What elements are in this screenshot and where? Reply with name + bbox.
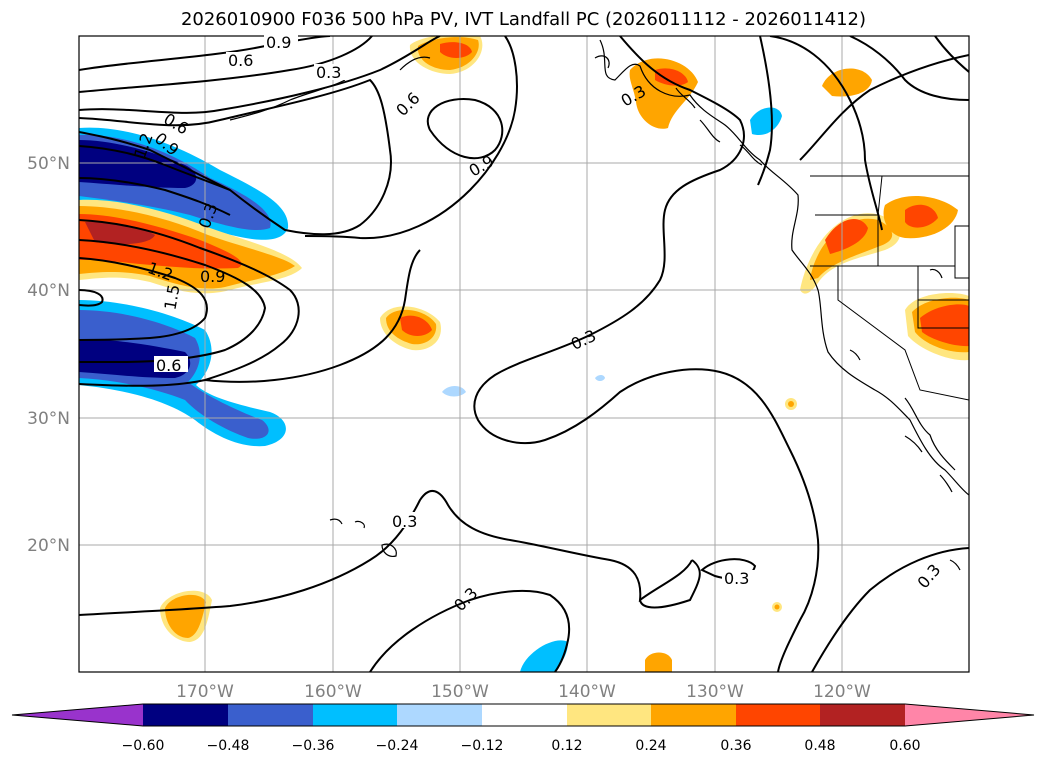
- map-background: [79, 36, 969, 672]
- colorbar: [11, 703, 1035, 727]
- colorbar-bin: [482, 704, 567, 726]
- colorbar-under-arrow: [12, 704, 143, 726]
- lon-label: 130°W: [686, 682, 744, 702]
- colorbar-bin: [567, 704, 651, 726]
- colorbar-tick: −0.60: [122, 738, 165, 754]
- pv-contours: [79, 36, 969, 672]
- colorbar-tick: −0.48: [207, 738, 250, 754]
- contour-label: 0.6: [156, 356, 181, 375]
- contour-label: 0.3: [724, 569, 749, 588]
- colorbar-over-arrow: [905, 704, 1034, 726]
- longitude-labels: 170°W 160°W 150°W 140°W 130°W 120°W: [176, 682, 871, 702]
- colorbar-tick: −0.12: [461, 738, 504, 754]
- colorbar-tick: 0.24: [635, 738, 666, 754]
- colorbar-ticks: −0.60 −0.48 −0.36 −0.24 −0.12 0.12 0.24 …: [122, 738, 921, 754]
- gridlines: [79, 36, 969, 672]
- latitude-labels: 50°N 40°N 30°N 20°N: [27, 154, 70, 556]
- lat-label: 50°N: [27, 154, 70, 174]
- colorbar-tick: −0.36: [292, 738, 335, 754]
- coastlines: [229, 39, 969, 571]
- colorbar-bin: [228, 704, 313, 726]
- contour-label: 0.6: [228, 51, 253, 70]
- colorbar-bin: [313, 704, 397, 726]
- lon-label: 140°W: [558, 682, 616, 702]
- colorbar-tick: −0.24: [376, 738, 419, 754]
- contour-label: 1.5: [160, 283, 183, 311]
- contour-label: 0.3: [316, 63, 341, 82]
- map-title: 2026010900 F036 500 hPa PV, IVT Landfall…: [180, 9, 867, 30]
- colorbar-tick: 0.12: [551, 738, 582, 754]
- lon-label: 160°W: [304, 682, 362, 702]
- colorbar-bin: [651, 704, 736, 726]
- colorbar-bin: [143, 704, 228, 726]
- colorbar-bin: [736, 704, 820, 726]
- colorbar-tick: 0.48: [804, 738, 835, 754]
- lat-label: 20°N: [27, 536, 70, 556]
- colorbar-bin: [397, 704, 482, 726]
- contour-label: 0.3: [392, 512, 417, 531]
- colorbar-tick: 0.36: [720, 738, 751, 754]
- lon-label: 150°W: [431, 682, 489, 702]
- map-layers: [79, 36, 969, 672]
- contour-label: 0.9: [266, 33, 291, 52]
- lon-label: 170°W: [176, 682, 234, 702]
- colorbar-bin: [820, 704, 905, 726]
- contour-labels: 0.9 0.6 0.3 0.6 0.6 0.9 1.2 0.3 0.9 1.2 …: [130, 33, 944, 615]
- lat-label: 30°N: [27, 409, 70, 429]
- contour-label: 0.9: [200, 267, 225, 286]
- state-borders: [810, 175, 969, 401]
- lat-label: 40°N: [27, 281, 70, 301]
- lon-label: 120°W: [813, 682, 871, 702]
- map-frame: [78, 35, 970, 673]
- colorbar-tick: 0.60: [889, 738, 920, 754]
